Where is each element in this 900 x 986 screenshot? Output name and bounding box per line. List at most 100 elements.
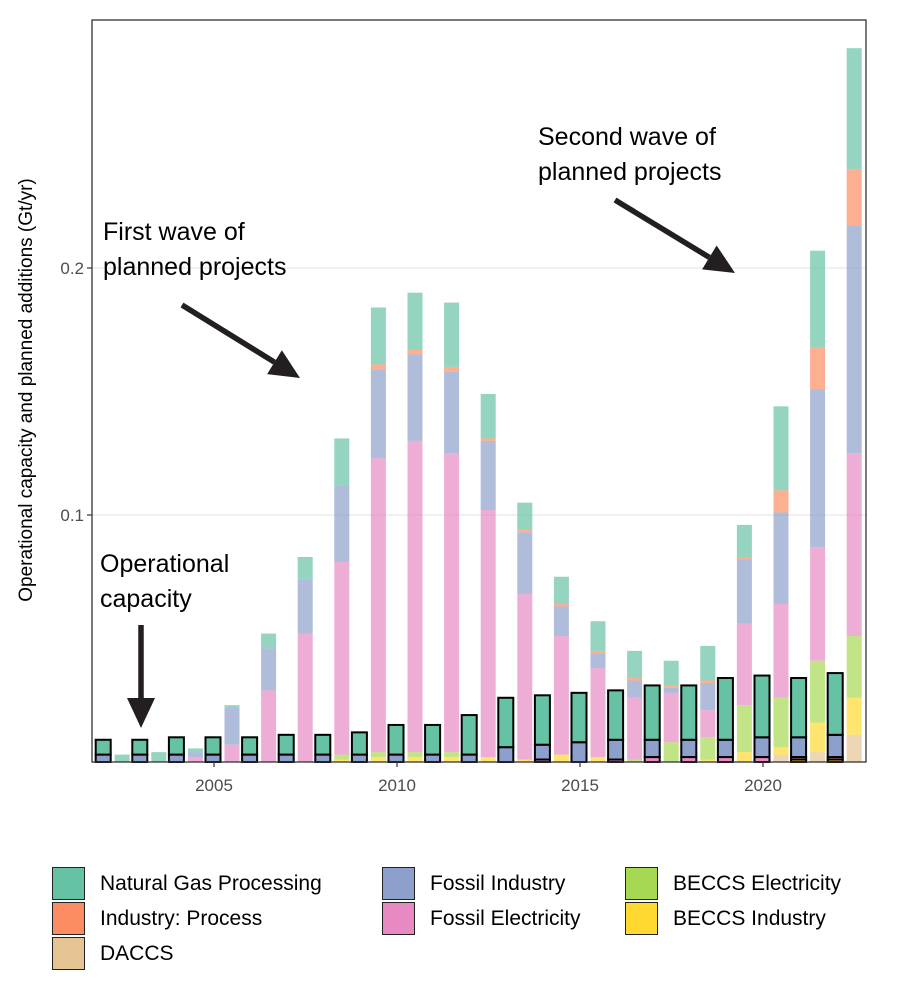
annotation-text: Second wave of bbox=[538, 123, 716, 151]
x-tick-label: 2005 bbox=[195, 776, 233, 795]
planned-bar-2011 bbox=[444, 302, 460, 762]
bar-segment-beccs-electricity bbox=[773, 697, 789, 748]
bar-segment-natural-gas-processing bbox=[590, 621, 606, 651]
bar-segment-fossil-industry bbox=[424, 753, 442, 764]
bar-segment-fossil-electricity bbox=[846, 453, 862, 637]
legend-item-industry-process: Industry: Process bbox=[52, 901, 262, 936]
bar-segment-natural-gas-processing bbox=[167, 736, 185, 756]
bar-segment-beccs-industry bbox=[773, 747, 789, 755]
bar-segment-industry-process bbox=[663, 685, 679, 688]
bar-segment-natural-gas-processing bbox=[753, 674, 771, 739]
bar-segment-fossil-industry bbox=[314, 753, 332, 764]
bar-segment-fossil-industry bbox=[627, 680, 643, 698]
arrow-shaft bbox=[180, 302, 276, 365]
operational-bar-2010 bbox=[387, 723, 405, 764]
bar-segment-fossil-industry bbox=[460, 753, 478, 764]
bar-segment-fossil-electricity bbox=[700, 710, 716, 738]
operational-bar-2002 bbox=[94, 738, 112, 764]
operational-bar-2014 bbox=[533, 694, 551, 764]
operational-bar-2009 bbox=[350, 731, 368, 764]
bar-segment-fossil-industry bbox=[407, 354, 423, 441]
bar-segment-beccs-industry bbox=[517, 759, 533, 762]
bar-segment-fossil-industry bbox=[480, 440, 496, 511]
arrow-shaft bbox=[613, 197, 711, 260]
bar-segment-fossil-industry bbox=[700, 682, 716, 711]
bar-segment-fossil-electricity bbox=[334, 561, 350, 755]
bar-segment-natural-gas-processing bbox=[643, 684, 661, 741]
legend-swatch bbox=[382, 902, 415, 935]
operational-bar-2020 bbox=[753, 674, 771, 763]
operational-bar-2012 bbox=[460, 714, 478, 764]
bar-segment-beccs-industry bbox=[700, 759, 716, 762]
planned-bar-2004 bbox=[187, 748, 203, 762]
chart: 0.1 0.2 2005 2010 2015 2020 Operational capa… bbox=[16, 19, 867, 795]
planned-bar-2020 bbox=[773, 406, 789, 762]
bar-segment-beccs-industry bbox=[407, 757, 423, 762]
operational-bar-2008 bbox=[314, 733, 332, 764]
bar-segment-industry-process bbox=[846, 169, 862, 227]
bar-segment-fossil-industry bbox=[810, 389, 826, 548]
bar-segment-fossil-industry bbox=[773, 512, 789, 604]
grid-lines bbox=[92, 267, 866, 516]
bar-segment-natural-gas-processing bbox=[773, 406, 789, 491]
bar-segment-fossil-electricity bbox=[224, 744, 240, 762]
bar-segment-industry-process bbox=[480, 438, 496, 441]
bar-segment-beccs-industry bbox=[810, 722, 826, 753]
plot-panel-border bbox=[91, 19, 867, 763]
legend-item-fossil-industry: Fossil Industry bbox=[382, 866, 565, 901]
legend-item-daccs: DACCS bbox=[52, 936, 174, 971]
bar-segment-fossil-industry bbox=[517, 532, 533, 595]
bar-segment-beccs-electricity bbox=[700, 737, 716, 760]
annotation-text: capacity bbox=[100, 585, 192, 613]
bar-segment-natural-gas-processing bbox=[407, 292, 423, 350]
bar-segment-industry-process bbox=[810, 347, 826, 390]
y-axis-title: Operational capacity and planned additio… bbox=[16, 178, 37, 602]
x-tick-label: 2010 bbox=[378, 776, 416, 795]
operational-bar-2013 bbox=[497, 696, 515, 763]
bar-segment-industry-process bbox=[444, 366, 460, 372]
annotation-3: Second wave of planned projects bbox=[538, 123, 735, 273]
annotation-text: planned projects bbox=[538, 158, 721, 186]
bar-segment-fossil-industry bbox=[370, 369, 386, 459]
annotation-text: Operational bbox=[100, 550, 229, 578]
bar-segment-industry-process bbox=[553, 603, 569, 607]
x-tick-label: 2015 bbox=[561, 776, 599, 795]
bar-segment-industry-process bbox=[773, 490, 789, 513]
planned-bar-2010 bbox=[407, 292, 423, 762]
bar-segment-fossil-industry bbox=[790, 736, 808, 759]
legend-item-beccs-industry: BECCS Industry bbox=[625, 901, 826, 936]
annotations: Operational capacity First wave of planned … bbox=[100, 123, 735, 728]
legend-label: DACCS bbox=[100, 941, 174, 965]
bar-segment-fossil-industry bbox=[533, 743, 551, 761]
bar-segment-fossil-electricity bbox=[773, 603, 789, 698]
bar-segment-industry-process bbox=[700, 680, 716, 683]
bar-segment-fossil-industry bbox=[131, 753, 149, 764]
bar-segment-beccs-industry bbox=[480, 757, 496, 762]
bar-segment-fossil-industry bbox=[261, 648, 277, 691]
bar-segment-natural-gas-processing bbox=[314, 733, 332, 756]
planned-bar-2005 bbox=[224, 705, 240, 762]
operational-bar-2007 bbox=[277, 733, 295, 764]
planned-bar-2022 bbox=[846, 48, 862, 762]
bar-segment-fossil-electricity bbox=[663, 692, 679, 743]
operational-bar-2022 bbox=[826, 672, 844, 764]
bar-segment-natural-gas-processing bbox=[533, 694, 551, 746]
legend-label: Industry: Process bbox=[100, 906, 263, 930]
y-axis: 0.1 0.2 bbox=[60, 259, 92, 525]
bar-segment-natural-gas-processing bbox=[627, 650, 643, 679]
operational-bar-2004 bbox=[167, 736, 185, 764]
bar-segment-natural-gas-processing bbox=[607, 689, 625, 741]
bar-segment-natural-gas-processing bbox=[846, 48, 862, 170]
bar-segment-fossil-electricity bbox=[517, 594, 533, 760]
bar-segment-fossil-industry bbox=[570, 741, 588, 763]
bar-segment-beccs-electricity bbox=[663, 742, 679, 762]
legend: Natural Gas Processing Industry: Process D… bbox=[52, 866, 892, 976]
legend-label: BECCS Industry bbox=[673, 906, 826, 930]
planned-bar-2007 bbox=[297, 556, 313, 762]
operational-bar-2019 bbox=[716, 677, 734, 763]
bar-segment-fossil-electricity bbox=[590, 668, 606, 758]
legend-swatch bbox=[382, 867, 415, 900]
bar-segment-fossil-industry bbox=[297, 579, 313, 634]
bar-segment-natural-gas-processing bbox=[700, 645, 716, 681]
bar-segment-natural-gas-processing bbox=[663, 660, 679, 686]
